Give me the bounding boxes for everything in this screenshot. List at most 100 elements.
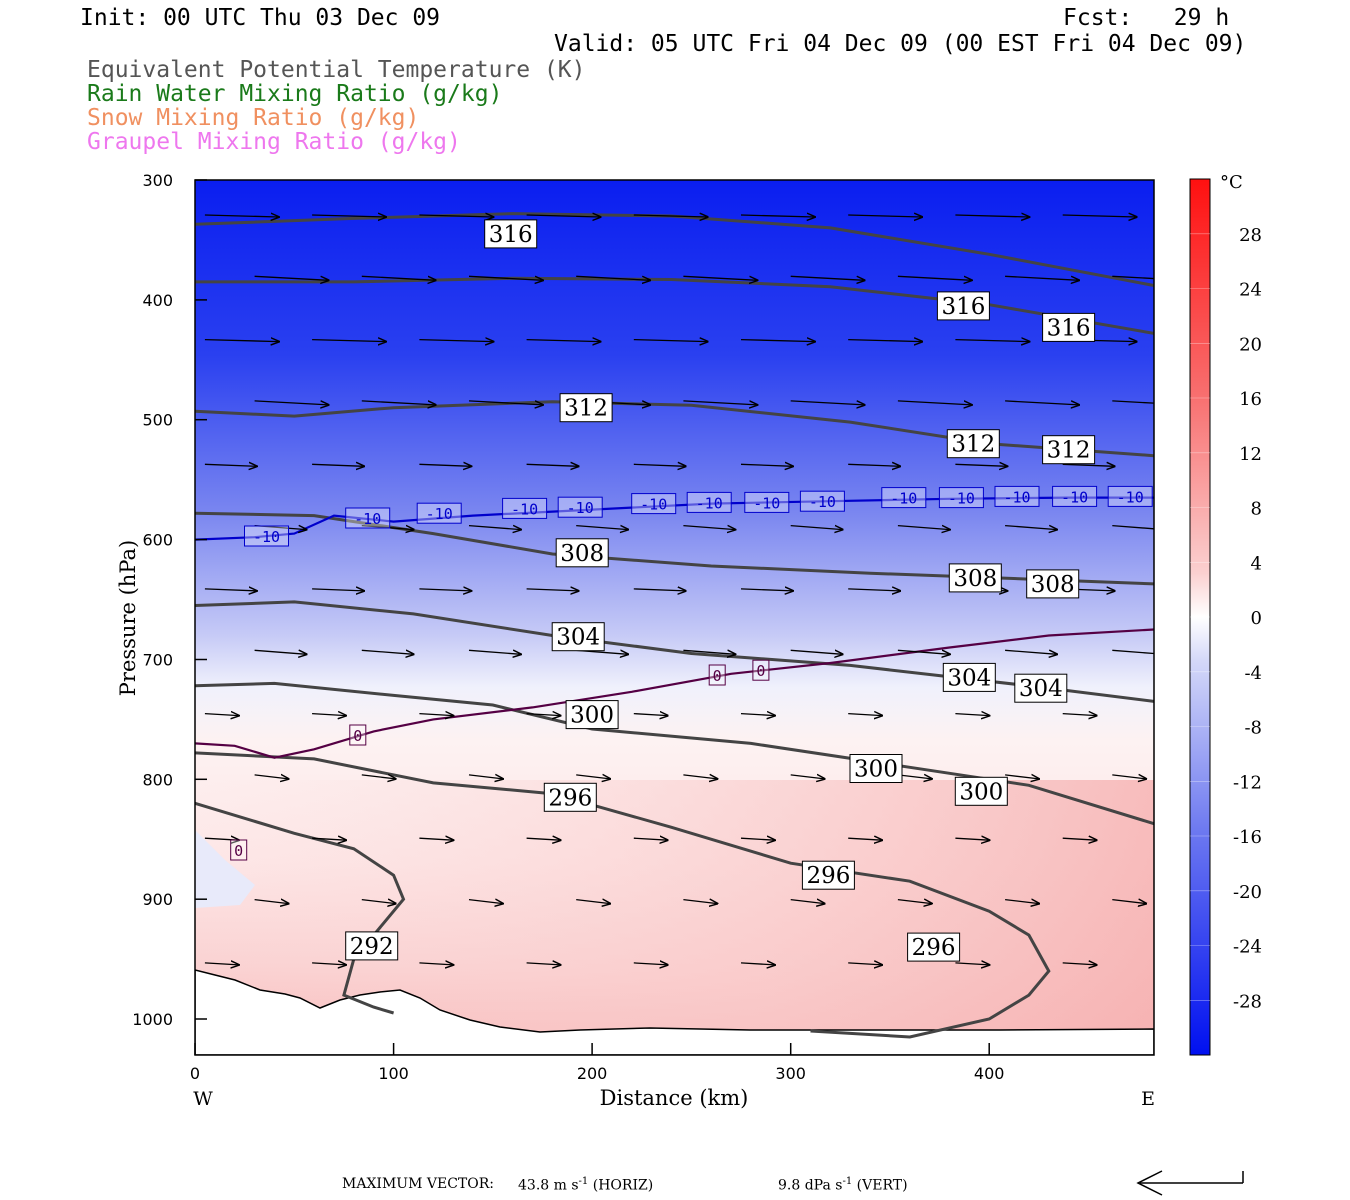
wind-vector bbox=[419, 714, 453, 716]
wind-vector bbox=[254, 276, 329, 280]
theta-e-label-text: 312 bbox=[951, 432, 995, 458]
wind-vector bbox=[204, 963, 239, 965]
forecast-hour: Fcst: 29 h bbox=[1063, 5, 1230, 31]
footer-vert-tag: (VERT) bbox=[856, 1177, 908, 1194]
wind-vector bbox=[361, 900, 396, 904]
wind-vector bbox=[955, 340, 1029, 342]
wind-vector bbox=[204, 340, 279, 342]
theta-e-label: 300 bbox=[954, 776, 1008, 806]
isotherm-label-box bbox=[708, 664, 726, 686]
wind-vector bbox=[897, 526, 950, 530]
x-axis-right-label: E bbox=[1141, 1088, 1155, 1110]
wind-vector bbox=[790, 650, 843, 654]
wind-vector bbox=[848, 838, 882, 840]
wind-vector bbox=[633, 464, 686, 466]
theta-e-label-box bbox=[954, 776, 1008, 806]
theta-e-label: 292 bbox=[345, 931, 399, 961]
wind-vector bbox=[204, 215, 279, 217]
footer-horiz-vector: 43.8 m s-1 (HORIZ) bbox=[518, 1176, 653, 1194]
valid-time: Valid: 05 UTC Fri 04 Dec 09 (00 EST Fri … bbox=[554, 31, 1247, 57]
plot-frame bbox=[194, 179, 1155, 1056]
wind-vector bbox=[897, 401, 972, 405]
theta-e-label-text: 316 bbox=[941, 294, 985, 320]
colorbar-tick-label: 4 bbox=[1251, 553, 1262, 574]
wind-vector bbox=[1005, 276, 1079, 280]
wind-vector bbox=[740, 838, 775, 840]
y-tick-label: 300 bbox=[142, 171, 173, 190]
x-tick-label: 100 bbox=[378, 1064, 409, 1083]
init-time: Init: 00 UTC Thu 03 Dec 09 bbox=[80, 5, 441, 31]
isotherm-label-text: -10 bbox=[354, 510, 381, 528]
isotherm-label: -10 bbox=[557, 496, 603, 518]
colorbar-tick-label: -8 bbox=[1244, 718, 1262, 739]
wind-vector bbox=[361, 775, 396, 779]
wind-vector bbox=[740, 589, 793, 591]
isotherm-0 bbox=[195, 628, 1154, 759]
wind-vector bbox=[633, 215, 708, 217]
wind-vector bbox=[526, 589, 579, 591]
theta-e-label-box bbox=[559, 393, 613, 423]
wind-vector bbox=[1005, 526, 1057, 530]
isotherm-label-text: 0 bbox=[756, 662, 765, 680]
colorbar-tick-label: 24 bbox=[1239, 280, 1262, 301]
theta-e-label-text: 300 bbox=[570, 703, 614, 729]
isotherm-label: -10 bbox=[345, 507, 391, 529]
theta-e-label: 296 bbox=[543, 782, 597, 812]
colorbar-tick-label: 20 bbox=[1239, 334, 1262, 355]
footer-horiz-tag: (HORIZ) bbox=[592, 1177, 654, 1194]
theta-e-label-text: 292 bbox=[350, 934, 394, 960]
theta-e-label: 312 bbox=[1042, 435, 1096, 465]
theta-e-label: 312 bbox=[559, 393, 613, 423]
colorbar-tick-label: 16 bbox=[1239, 389, 1262, 410]
isotherm-label-text: -10 bbox=[753, 494, 780, 512]
wind-vector bbox=[848, 714, 882, 716]
theta-e-label-text: 308 bbox=[1031, 572, 1075, 598]
isotherm-label-text: -10 bbox=[696, 494, 723, 512]
isotherm-label-text: -10 bbox=[567, 499, 594, 517]
theta-e-label: 300 bbox=[849, 754, 903, 783]
isotherm-label-box bbox=[416, 502, 462, 524]
isotherm-label: -10 bbox=[1052, 485, 1098, 507]
footer-max-vector-label: MAXIMUM VECTOR: bbox=[342, 1176, 494, 1192]
theta-e-label-text: 304 bbox=[556, 625, 600, 651]
isotherm-label-box bbox=[686, 491, 732, 513]
wind-vector bbox=[955, 963, 989, 965]
theta-e-label-box bbox=[1014, 673, 1068, 703]
wind-vector bbox=[361, 401, 436, 405]
wind-vector bbox=[312, 838, 346, 840]
isotherm-label-text: -10 bbox=[1117, 488, 1144, 506]
theta-e-label-box bbox=[948, 563, 1002, 593]
x-tick-label: 0 bbox=[190, 1064, 200, 1083]
wind-vector bbox=[897, 775, 932, 779]
isotherm-label-box bbox=[752, 659, 770, 681]
theta-e-label: 312 bbox=[946, 429, 1000, 459]
theta-e-label: 308 bbox=[948, 563, 1002, 593]
wind-vector bbox=[740, 215, 815, 217]
isotherm-label: 0 bbox=[230, 839, 248, 861]
wind-vector bbox=[790, 775, 825, 779]
colorbar-tick-label: -16 bbox=[1233, 827, 1262, 848]
wind-vector bbox=[897, 276, 972, 280]
theta-e-label-text: 296 bbox=[548, 785, 592, 811]
colorbar-tick-label: -12 bbox=[1233, 772, 1262, 793]
wind-vector bbox=[1112, 275, 1154, 280]
y-tick-label: 700 bbox=[142, 651, 173, 670]
isotherm-label: 0 bbox=[752, 659, 770, 681]
y-tick-label: 1000 bbox=[132, 1010, 173, 1029]
wind-vector bbox=[955, 714, 989, 716]
theta-e-label-box bbox=[345, 931, 399, 961]
wind-vector bbox=[1005, 900, 1039, 904]
isotherm-label-text: 0 bbox=[353, 727, 362, 745]
wind-vector bbox=[790, 900, 825, 904]
isotherm-label-text: -10 bbox=[1061, 488, 1088, 506]
theta-e-label-box bbox=[1042, 435, 1096, 465]
y-tick-label: 800 bbox=[142, 770, 173, 789]
wind-vector bbox=[955, 838, 989, 840]
wind-vector bbox=[740, 714, 775, 716]
isotherm-label-box bbox=[631, 493, 677, 515]
wind-vector bbox=[633, 963, 668, 965]
isotherm-label-box bbox=[994, 485, 1040, 507]
theta-e-label-text: 300 bbox=[854, 757, 898, 783]
isotherm-label: -10 bbox=[994, 485, 1040, 507]
